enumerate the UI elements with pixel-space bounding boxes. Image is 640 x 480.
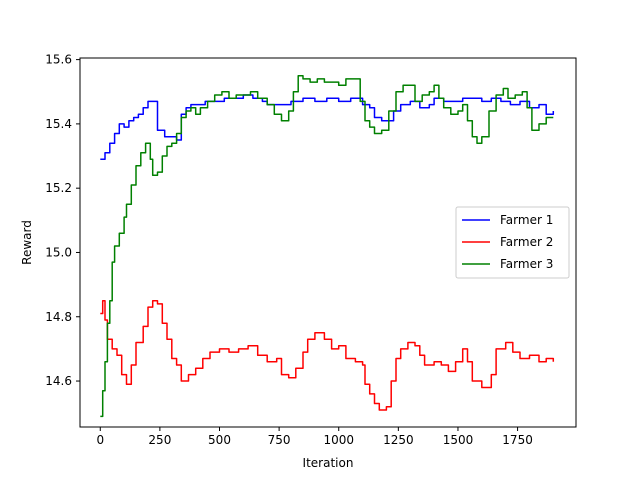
series-line-farmer-1 bbox=[100, 94, 555, 161]
legend-box bbox=[455, 206, 570, 279]
x-tick-label: 1500 bbox=[443, 433, 474, 447]
legend-label-farmer-3: Farmer 3 bbox=[500, 257, 553, 271]
x-tick-label: 250 bbox=[148, 433, 171, 447]
y-tick-label: 15.0 bbox=[45, 245, 72, 259]
axes-frame bbox=[79, 57, 577, 428]
y-tick-label: 15.4 bbox=[45, 117, 72, 131]
x-tick-label: 1750 bbox=[502, 433, 533, 447]
x-tick-label: 1250 bbox=[383, 433, 414, 447]
series-line-farmer-2 bbox=[100, 299, 555, 411]
legend: Farmer 1 Farmer 2 Farmer 3 bbox=[455, 206, 570, 279]
axes: 0 250 500 750 1000 1250 1500 1750 14.6 14.8 15.0 15… bbox=[45, 53, 577, 447]
legend-label-farmer-2: Farmer 2 bbox=[500, 235, 553, 249]
y-tick-label: 15.6 bbox=[45, 53, 72, 67]
series-line-farmer-3 bbox=[100, 74, 554, 418]
x-axis-label: Iteration bbox=[303, 456, 354, 470]
y-axis-label: Reward bbox=[20, 220, 34, 265]
y-tick-label: 14.6 bbox=[45, 374, 72, 388]
y-tick-label: 14.8 bbox=[45, 310, 72, 324]
x-tick-label: 0 bbox=[96, 433, 104, 447]
plot-area bbox=[100, 74, 555, 418]
y-tick-label: 15.2 bbox=[45, 181, 72, 195]
legend-label-farmer-1: Farmer 1 bbox=[500, 213, 553, 227]
x-tick-label: 1000 bbox=[323, 433, 354, 447]
x-tick-label: 750 bbox=[268, 433, 291, 447]
x-tick-label: 500 bbox=[208, 433, 231, 447]
